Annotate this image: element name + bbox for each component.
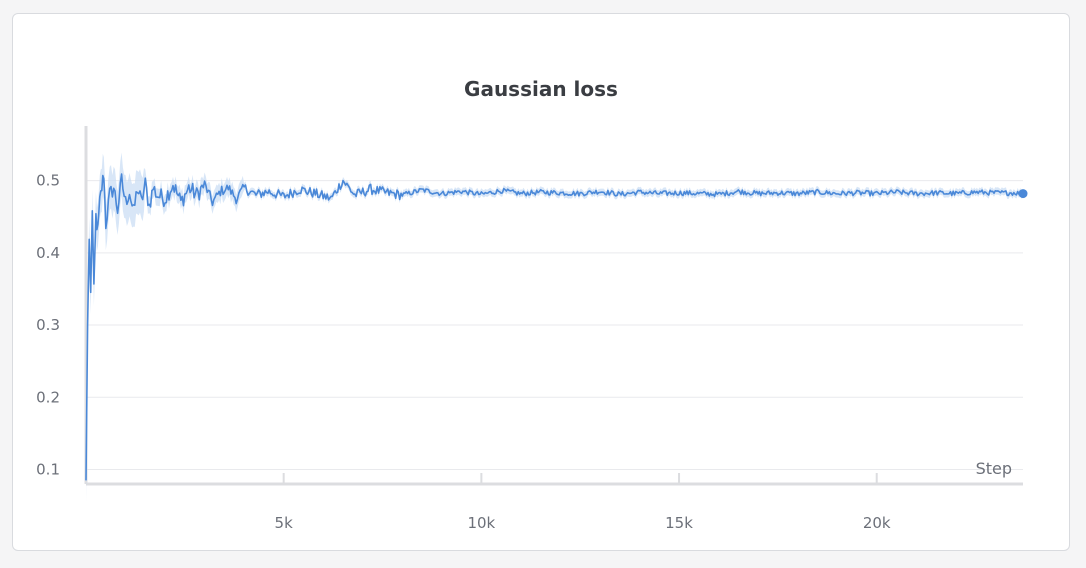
grid-lines bbox=[86, 180, 1023, 471]
y-axis-ticks: 0.1 0.2 0.3 0.4 0.5 bbox=[36, 172, 60, 479]
x-axis-label: Step bbox=[976, 459, 1012, 478]
x-tick-label: 5k bbox=[275, 514, 294, 532]
series-variance-band bbox=[86, 152, 1023, 503]
y-tick-label: 0.1 bbox=[36, 461, 60, 479]
x-axis-ticks: 5k 10k 15k 20k bbox=[275, 473, 891, 532]
x-tick-label: 20k bbox=[863, 514, 891, 532]
y-tick-label: 0.5 bbox=[36, 172, 60, 190]
y-tick-label: 0.2 bbox=[36, 388, 60, 406]
series-line bbox=[85, 173, 1024, 481]
series-endpoint-marker[interactable] bbox=[1018, 189, 1028, 199]
y-tick-label: 0.3 bbox=[36, 316, 60, 334]
chart-title: Gaussian loss bbox=[464, 77, 618, 101]
x-tick-label: 10k bbox=[467, 514, 495, 532]
chart-panel bbox=[12, 13, 1070, 551]
x-tick-label: 15k bbox=[665, 514, 693, 532]
y-tick-label: 0.4 bbox=[36, 244, 60, 262]
